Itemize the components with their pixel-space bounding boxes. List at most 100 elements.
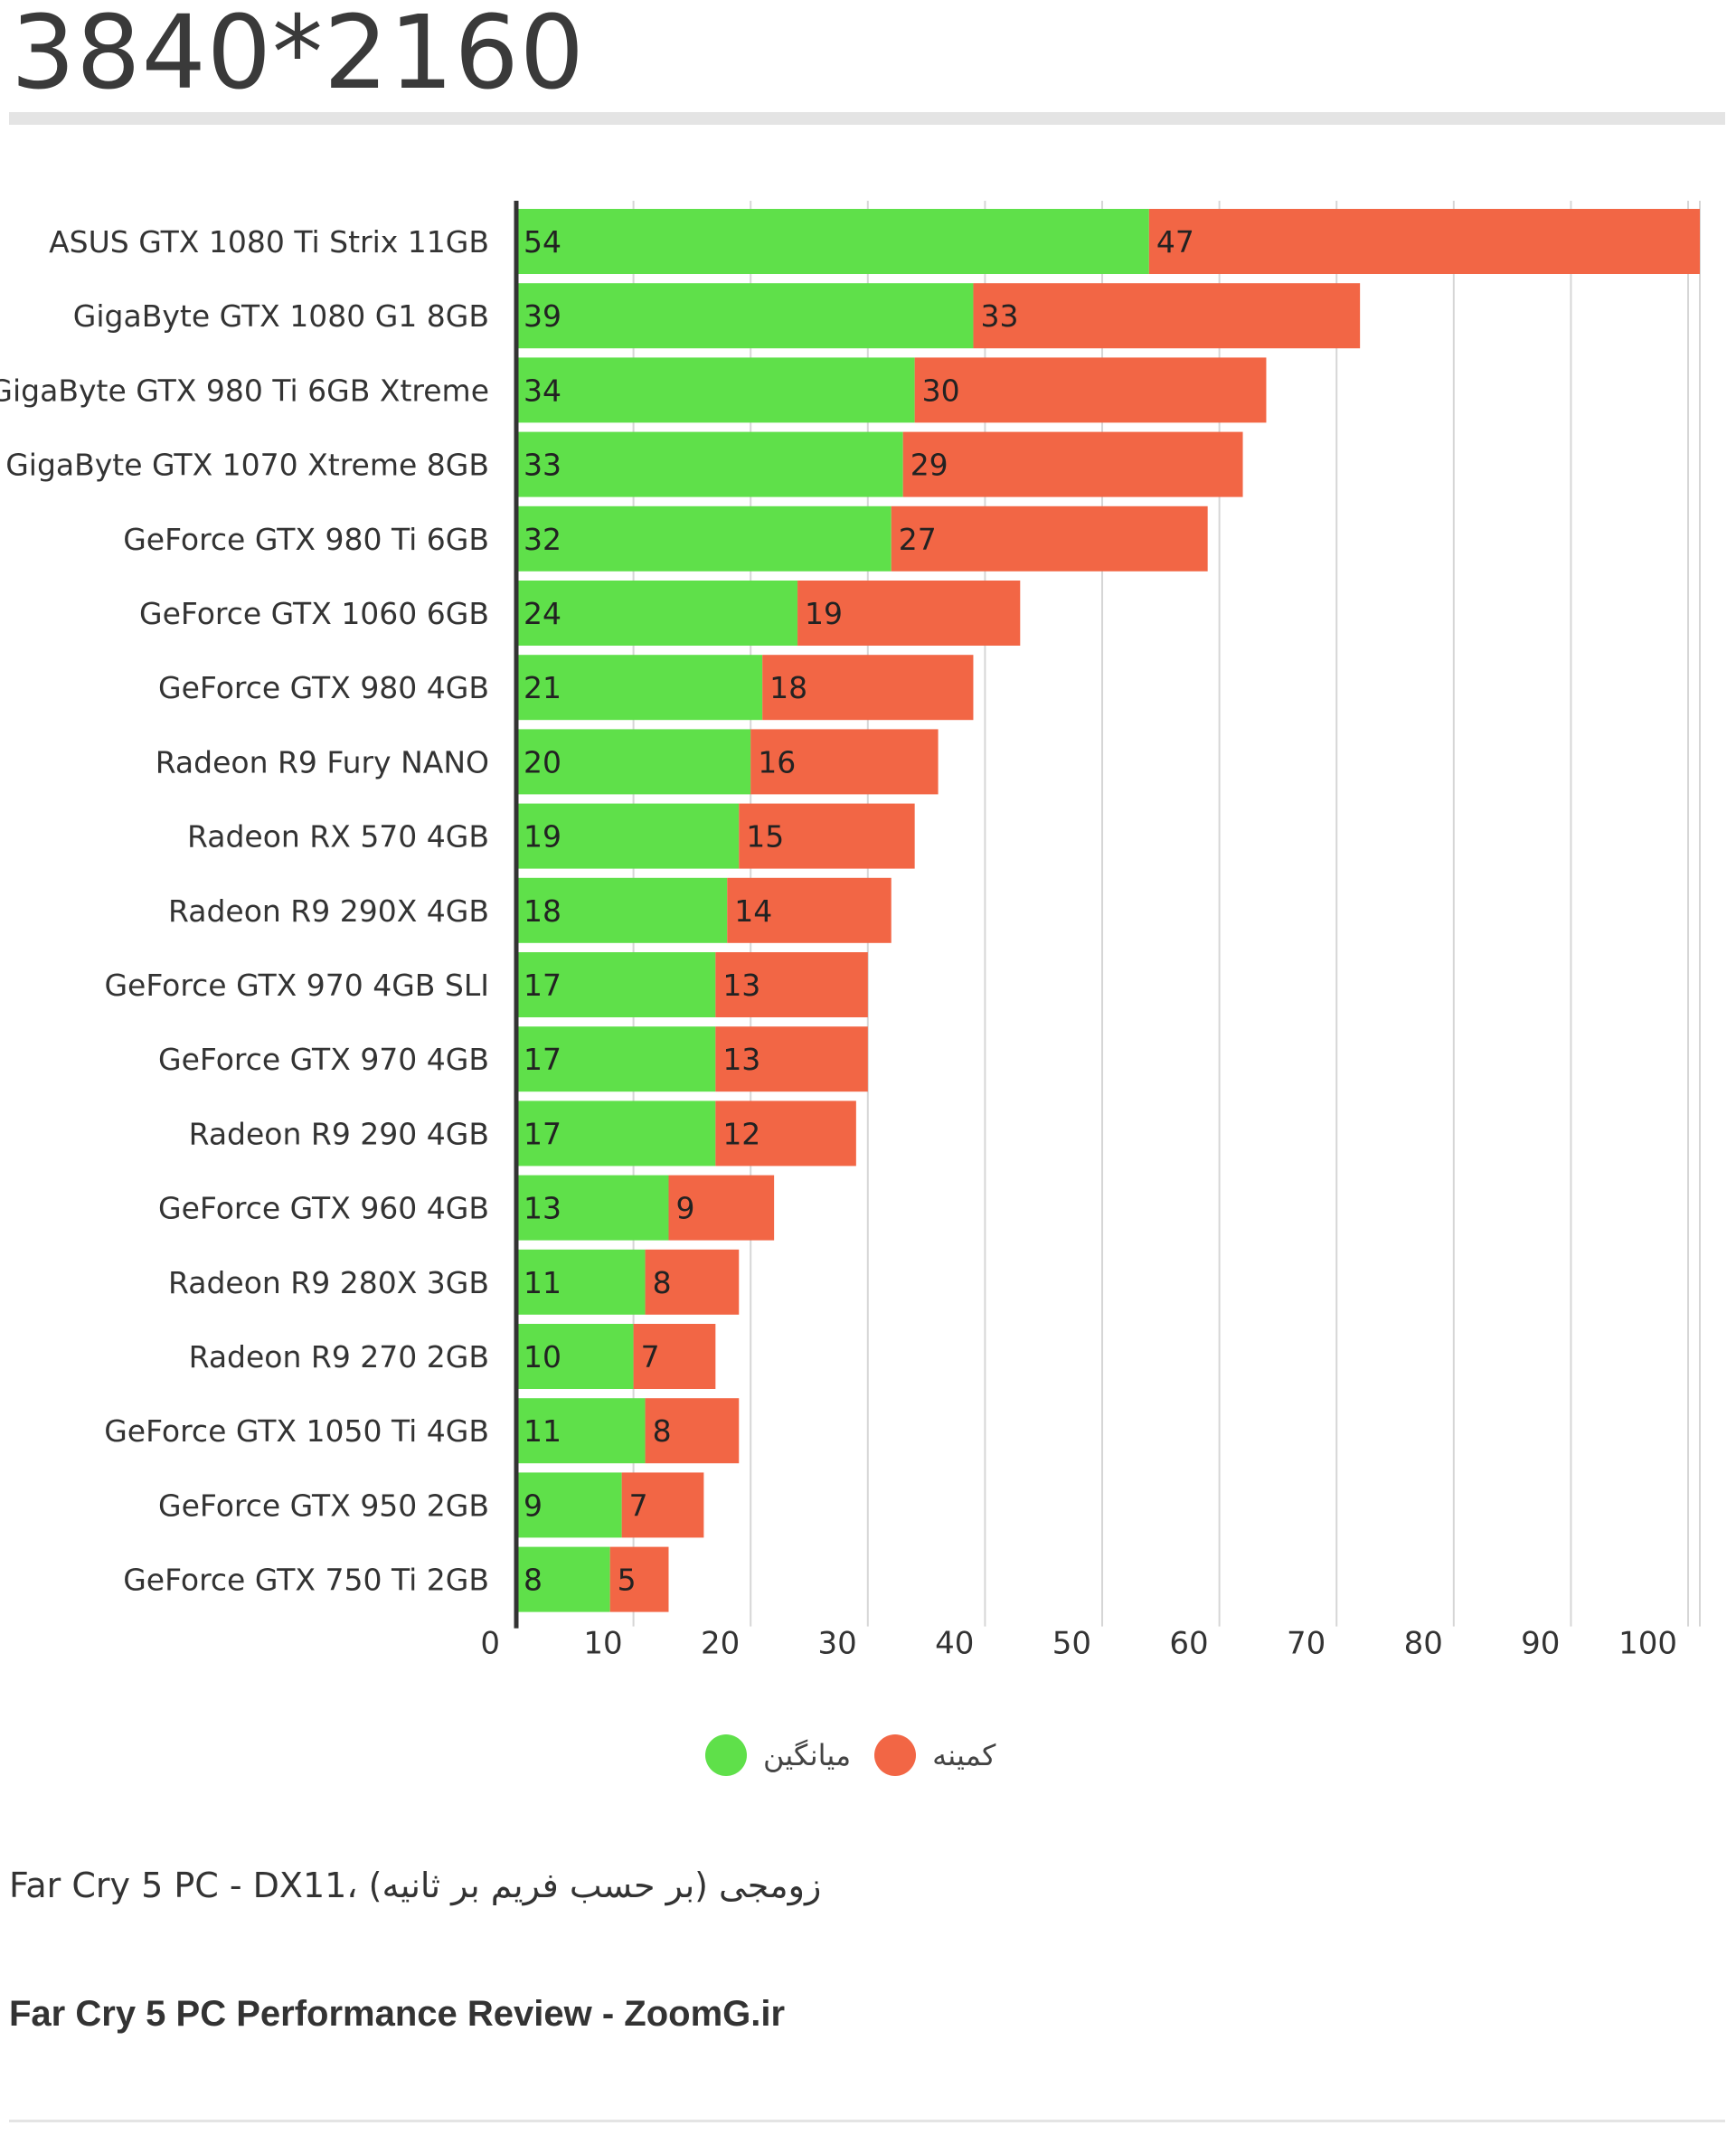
x-tick-label: 0 [480,1626,500,1662]
data-label-average: 32 [524,522,561,557]
data-label-minimum: 5 [618,1563,637,1598]
x-tick-label: 70 [1287,1626,1326,1662]
x-tick-label: 20 [701,1626,740,1662]
data-label-minimum: 15 [746,819,784,855]
bottom-divider [9,2120,1725,2122]
legend-item-average[interactable]: میانگین [705,1734,851,1776]
data-label-minimum: 33 [980,298,1018,334]
bar-minimum [645,1398,740,1464]
data-label-average: 10 [524,1339,561,1375]
bar-average [516,283,974,349]
category-label: Radeon RX 570 4GB [187,819,489,855]
data-label-average: 39 [524,298,561,334]
bar-average [516,581,798,646]
bar-average [516,357,915,423]
bar-average [516,505,892,572]
chart-caption: Far Cry 5 PC - DX11، زومجی (بر حسب فریم … [9,1866,822,1905]
x-tick-label: 10 [583,1626,622,1662]
data-label-minimum: 12 [722,1116,760,1151]
category-label: GeForce GTX 1050 Ti 4GB [104,1413,489,1449]
data-label-average: 11 [524,1265,561,1300]
bar-average [516,655,763,721]
legend-swatch-average [705,1734,747,1776]
bar-average [516,877,728,943]
data-label-average: 24 [524,596,561,631]
bar-minimum [902,431,1243,497]
category-label: Radeon R9 290X 4GB [168,893,489,929]
bar-minimum [715,952,868,1017]
bar-average [516,1175,669,1241]
category-label: GeForce GTX 970 4GB [158,1042,489,1077]
bar-minimum [973,283,1361,349]
bar-minimum [914,357,1267,423]
data-label-average: 13 [524,1191,561,1226]
category-label: GeForce GTX 970 4GB SLI [104,968,489,1003]
x-tick-label: 30 [818,1626,857,1662]
page-title: 3840*2160 [11,0,586,112]
legend-item-minimum[interactable]: کمینه [874,1734,995,1776]
stacked-bar-chart: 54 47 ASUS GTX 1080 Ti Strix 11GB 39 33 GigaB… [0,201,1701,1662]
bar-minimum [891,505,1208,572]
data-label-minimum: 13 [722,1042,760,1077]
bar-minimum [727,877,892,943]
category-label: Radeon R9 Fury NANO [156,744,489,779]
data-label-minimum: 30 [922,373,960,408]
category-label: Radeon R9 280X 3GB [168,1265,489,1300]
legend-swatch-minimum [874,1734,917,1776]
category-label: GeForce GTX 980 Ti 6GB [123,522,489,557]
category-label: GeForce GTX 960 4GB [158,1191,489,1226]
data-label-minimum: 7 [629,1488,648,1523]
data-label-average: 9 [524,1488,542,1523]
bar-average [516,1249,646,1315]
category-label: GeForce GTX 980 4GB [158,670,489,705]
top-divider [9,112,1725,125]
data-label-average: 17 [524,1116,561,1151]
bar-average [516,952,716,1017]
legend-label-minimum: کمینه [932,1738,996,1772]
bar-average [516,1472,622,1538]
bar-minimum [645,1249,740,1315]
bar-minimum [621,1472,704,1538]
category-label: Radeon R9 290 4GB [189,1116,489,1151]
data-label-minimum: 9 [675,1191,694,1226]
data-label-average: 18 [524,893,561,929]
x-tick-label: 40 [935,1626,974,1662]
data-label-average: 33 [524,448,561,483]
bar-minimum [633,1324,716,1389]
data-label-minimum: 47 [1156,224,1194,260]
bar-average [516,1026,716,1092]
data-label-average: 17 [524,1042,561,1077]
category-label: GigaByte GTX 1080 G1 8GB [73,298,489,334]
bar-average [516,729,751,795]
data-label-average: 54 [524,224,561,260]
bar-average [516,209,1149,274]
data-label-minimum: 14 [734,893,772,929]
source-credit: Far Cry 5 PC Performance Review - ZoomG.… [9,1994,786,2034]
bar-minimum [739,803,915,869]
bar-minimum [715,1101,856,1167]
x-tick-label: 60 [1169,1626,1208,1662]
bar-minimum [1148,209,1700,274]
chart-legend: میانگین کمینه [705,1734,1019,1776]
category-label: Radeon R9 270 2GB [189,1339,489,1375]
data-label-minimum: 19 [805,596,843,631]
data-label-minimum: 16 [758,744,796,779]
category-label: GigaByte GTX 1070 Xtreme 8GB [5,448,489,483]
data-label-average: 8 [524,1563,542,1598]
data-label-average: 17 [524,968,561,1003]
bar-minimum [762,655,974,721]
x-tick-label: 50 [1052,1626,1091,1662]
bar-average [516,1101,716,1167]
category-label: GeForce GTX 950 2GB [158,1488,489,1523]
category-label: GeForce GTX 750 Ti 2GB [123,1563,489,1598]
bar-minimum [797,581,1021,646]
bar-average [516,803,740,869]
data-label-average: 21 [524,670,561,705]
data-label-average: 34 [524,373,561,408]
data-label-minimum: 27 [899,522,937,557]
x-tick-label: 100 [1618,1626,1677,1662]
bar-minimum [609,1546,669,1612]
data-label-minimum: 13 [722,968,760,1003]
bar-average [516,1398,646,1464]
bar-minimum [750,729,939,795]
